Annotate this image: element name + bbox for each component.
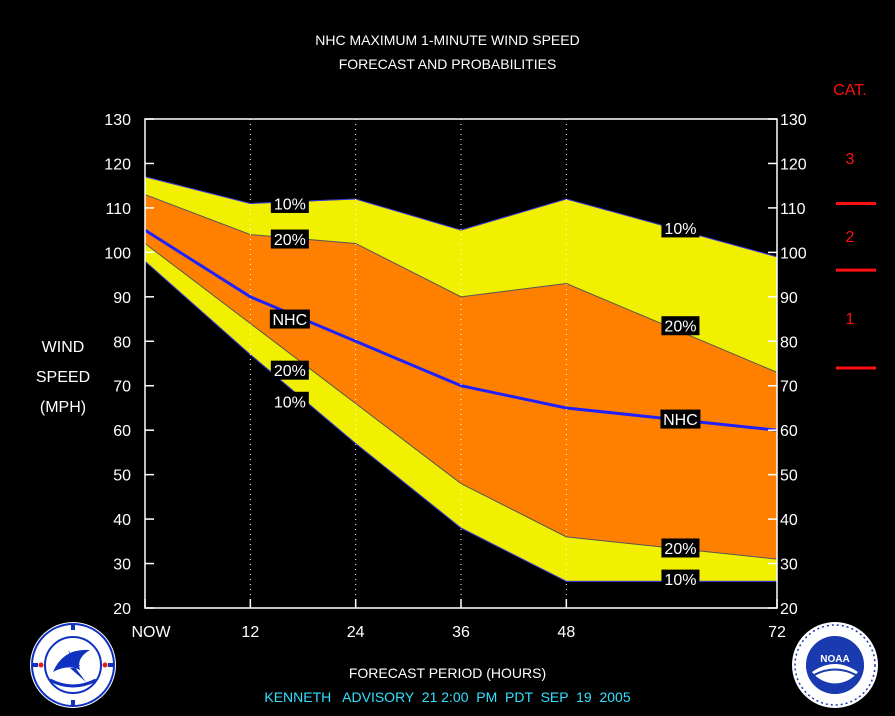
annotation-label: NHC [272, 312, 307, 329]
annotation-bg [269, 309, 310, 329]
y-tick-label-left: 70 [113, 379, 131, 396]
y-tick-label-left: 40 [113, 512, 131, 529]
lower-20-line [144, 243, 778, 560]
annotation-bg [270, 229, 309, 249]
category-label-1: 1 [845, 311, 855, 328]
series-annotations: 10% 20% NHC 20% 10% 10% 20% NHC 20% 10% [269, 193, 701, 589]
annotation-label: 20% [274, 232, 306, 249]
y-tick-label-right: 70 [780, 379, 798, 396]
chart-title-line1: NHC MAXIMUM 1-MINUTE WIND SPEED [315, 32, 580, 48]
y-tick-label-left: 90 [113, 290, 131, 307]
y-axis-label-speed: SPEED [35, 369, 91, 386]
y-tick-label-left: 100 [104, 245, 131, 262]
annotation-bg [661, 316, 700, 336]
noaa-logo-icon: NOAA [792, 622, 878, 708]
y-tick-label-left: 60 [113, 423, 131, 440]
y-tick-label-right: 120 [780, 156, 807, 173]
annotation-label: NHC [663, 412, 698, 429]
x-tick-label: 48 [557, 624, 575, 641]
y-tick-label-right: 90 [780, 290, 798, 307]
boundary-lines [144, 176, 778, 582]
y-tick-label-left: 80 [113, 334, 131, 351]
annotation-bg [270, 360, 309, 380]
annotation-label: 10% [274, 196, 306, 213]
y-axis-label-wind: WIND [41, 339, 85, 356]
annotation-label: 10% [664, 221, 696, 238]
x-tick-label: 36 [452, 624, 470, 641]
y-tick-label-right: 40 [780, 512, 798, 529]
band-20-percent [145, 194, 777, 560]
svg-text:NOAA: NOAA [820, 654, 849, 665]
annotation-bg [661, 218, 700, 238]
y-tick-label-right: 100 [780, 245, 807, 262]
y-tick-label-left: 30 [113, 557, 131, 574]
nws-logo-icon [30, 622, 116, 708]
y-tick-label-right: 130 [780, 112, 807, 129]
annotation-label: 20% [664, 541, 696, 558]
x-tick-label: 72 [768, 624, 786, 641]
upper-10-edge [144, 176, 778, 258]
annotation-bg [660, 409, 701, 429]
annotation-bg [661, 569, 700, 589]
y-tick-label-right: 50 [780, 468, 798, 485]
y-tick-label-left: 130 [104, 112, 131, 129]
y-tick-label-left: 20 [113, 601, 131, 618]
annotation-bg [661, 538, 700, 558]
y-tick-label-left: 120 [104, 156, 131, 173]
annotation-label: 20% [664, 319, 696, 336]
y-axis-label-units: (MPH) [39, 399, 87, 416]
x-tick-label: NOW [131, 624, 171, 641]
x-axis-label: FORECAST PERIOD (HOURS) [348, 665, 547, 681]
annotation-label: 20% [274, 363, 306, 380]
upper-20-line [144, 194, 778, 373]
category-heading: CAT. [833, 82, 867, 99]
y-tick-label-right: 20 [780, 601, 798, 618]
annotation-bg [270, 193, 309, 213]
annotation-label: 10% [664, 572, 696, 589]
y-tick-label-right: 60 [780, 423, 798, 440]
x-tick-label: 12 [241, 624, 259, 641]
y-tick-label-right: 30 [780, 557, 798, 574]
lower-10-edge [144, 260, 777, 582]
annotation-label: 10% [274, 394, 306, 411]
y-tick-label-right: 110 [780, 201, 806, 218]
y-tick-label-right: 80 [780, 334, 798, 351]
category-threshold-marks [836, 201, 876, 370]
x-tick-label: 24 [347, 624, 365, 641]
category-label-3: 3 [845, 151, 855, 168]
annotation-bg [270, 391, 309, 411]
category-label-2: 2 [845, 229, 855, 246]
y-tick-label-left: 50 [113, 468, 131, 485]
chart-title-line2: FORECAST AND PROBABILITIES [338, 56, 557, 72]
axis-tick-labels: 20 20 30 30 40 40 50 50 60 60 70 70 80 80 90 90 100 100 11… [104, 112, 807, 641]
nhc-forecast-line [144, 228, 778, 432]
axis-ticks [144, 118, 778, 609]
advisory-line: KENNETH ADVISORY 21 2:00 PM PDT SEP 19 2… [264, 689, 631, 705]
y-tick-label-left: 110 [105, 201, 131, 218]
